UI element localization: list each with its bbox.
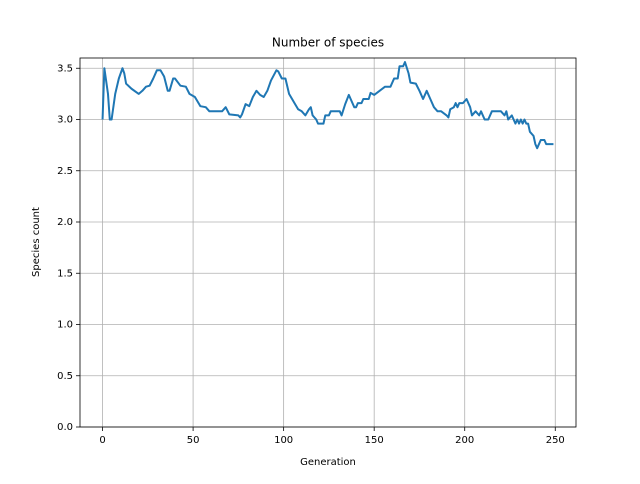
y-tick-label: 1.0 <box>57 320 73 331</box>
x-tick-label: 50 <box>187 435 200 446</box>
y-tick-label: 1.5 <box>57 268 73 279</box>
x-tick-label: 0 <box>99 435 105 446</box>
y-tick-label: 2.0 <box>57 217 73 228</box>
chart-title: Number of species <box>272 36 384 50</box>
x-axis-label: Generation <box>300 457 356 468</box>
y-tick-label: 3.5 <box>57 63 73 74</box>
y-tick-label: 3.0 <box>57 115 73 126</box>
x-tick-label: 200 <box>455 435 474 446</box>
y-tick-label: 0.5 <box>57 371 73 382</box>
y-tick-label: 0.0 <box>57 422 73 433</box>
x-tick-label: 150 <box>365 435 384 446</box>
x-tick-label: 250 <box>546 435 565 446</box>
y-tick-label: 2.5 <box>57 166 73 177</box>
y-axis-label: Species count <box>31 207 42 277</box>
line <box>101 61 554 150</box>
x-tick-label: 100 <box>274 435 293 446</box>
plot-frame <box>79 57 577 428</box>
